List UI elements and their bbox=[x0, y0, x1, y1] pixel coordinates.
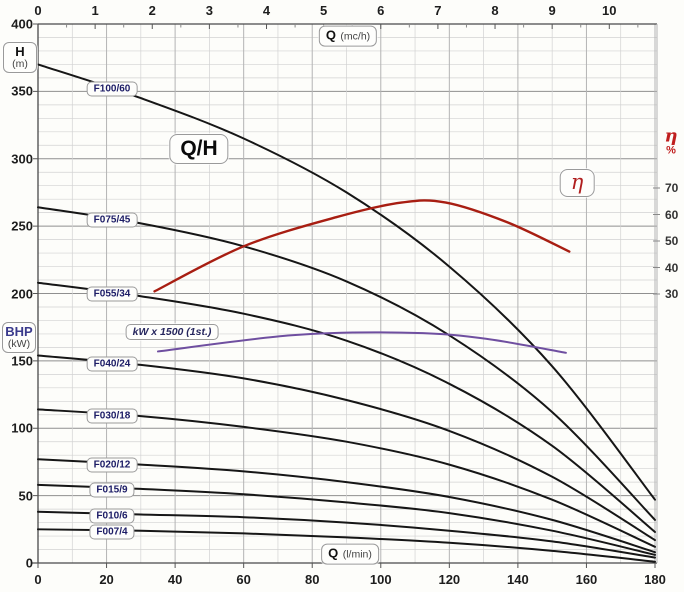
pump-curve-f020-12 bbox=[37, 458, 656, 554]
top-axis-tick: 9 bbox=[548, 3, 556, 18]
top-axis-tick: 1 bbox=[91, 3, 99, 18]
right-axis-tick: 60 bbox=[665, 207, 679, 222]
top-axis-tick: 4 bbox=[262, 3, 271, 18]
right-axis-title: η % bbox=[664, 125, 678, 157]
bottom-axis-title: Q (l/min) bbox=[321, 543, 379, 565]
power-curve bbox=[156, 331, 567, 354]
pump-curve-f055-34 bbox=[37, 281, 656, 533]
bottom-axis-q-unit: (l/min) bbox=[342, 548, 372, 561]
pump-label-f030-18: F030/18 bbox=[86, 408, 138, 424]
pump-curve-f007-4 bbox=[37, 528, 656, 563]
left-axis-tick: 300 bbox=[11, 151, 33, 167]
bottom-axis-tick: 140 bbox=[507, 572, 529, 587]
pump-curve-f040-24 bbox=[37, 354, 656, 542]
power-curve-label: kW x 1500 (1st.) bbox=[125, 324, 219, 340]
pump-curve-f100-60 bbox=[37, 63, 656, 501]
efficiency-curve-label: η bbox=[559, 169, 595, 197]
pump-label-f100-60: F100/60 bbox=[86, 81, 138, 97]
top-axis-tick: 7 bbox=[434, 3, 442, 18]
left-axis-title-head: H (m) bbox=[3, 42, 37, 73]
left-axis-tick: 150 bbox=[11, 353, 33, 369]
top-axis-tick: 8 bbox=[491, 3, 499, 18]
top-axis-q-unit: (mc/h) bbox=[340, 30, 371, 43]
bottom-axis-tick: 100 bbox=[369, 572, 392, 587]
top-axis-tick: 3 bbox=[205, 3, 213, 18]
bottom-axis-tick: 40 bbox=[167, 572, 183, 587]
right-axis-tick: 30 bbox=[665, 287, 679, 301]
top-axis-tick: 6 bbox=[377, 3, 385, 18]
bottom-axis-tick: 180 bbox=[644, 572, 666, 587]
top-axis-tick: 10 bbox=[602, 3, 617, 18]
bottom-axis-tick: 160 bbox=[575, 572, 598, 587]
bottom-axis-tick: 80 bbox=[304, 572, 320, 587]
bottom-axis-tick: 120 bbox=[438, 572, 461, 587]
pump-label-f075-45: F075/45 bbox=[86, 212, 138, 228]
bottom-axis-tick: 0 bbox=[34, 572, 42, 587]
left-axis-bhp-label: BHP bbox=[5, 324, 33, 339]
right-axis-eta-unit: % bbox=[666, 144, 676, 157]
right-axis-eta-symbol: η bbox=[664, 125, 678, 147]
pump-label-f010-6: F010/6 bbox=[89, 508, 135, 524]
bottom-axis-tick: 20 bbox=[99, 572, 114, 587]
left-axis-tick: 250 bbox=[11, 218, 33, 234]
top-axis-tick: 5 bbox=[320, 3, 328, 18]
left-axis-tick: 400 bbox=[11, 16, 33, 32]
pump-label-f055-34: F055/34 bbox=[86, 286, 138, 302]
pump-label-f015-9: F015/9 bbox=[89, 482, 135, 498]
right-axis-tick: 70 bbox=[665, 181, 679, 195]
left-axis-tick: 350 bbox=[11, 83, 33, 99]
left-axis-tick: 50 bbox=[18, 488, 33, 504]
left-axis-h-unit: (m) bbox=[12, 57, 28, 70]
pump-label-f040-24: F040/24 bbox=[86, 356, 138, 372]
pump-curve-f010-6 bbox=[37, 510, 656, 559]
pump-curve-f030-18 bbox=[37, 408, 656, 548]
top-axis-tick: 0 bbox=[34, 3, 42, 18]
left-axis-title-power: BHP (kW) bbox=[2, 322, 36, 353]
left-axis-tick: 0 bbox=[25, 555, 33, 571]
pump-curve-f075-45 bbox=[37, 206, 656, 521]
efficiency-curve bbox=[153, 199, 571, 293]
bottom-axis-q-label: Q bbox=[328, 545, 339, 561]
left-axis-bhp-unit: (kW) bbox=[7, 337, 31, 350]
top-axis-q-label: Q bbox=[325, 27, 336, 43]
top-axis-title: Q (mc/h) bbox=[318, 25, 378, 47]
right-axis-tick: 50 bbox=[665, 234, 679, 248]
bottom-axis-tick: 60 bbox=[236, 572, 251, 587]
left-axis-h-label: H bbox=[15, 44, 25, 59]
left-axis-tick: 100 bbox=[11, 420, 33, 436]
top-axis-tick: 2 bbox=[148, 3, 156, 18]
chart-title-qh: Q/H bbox=[169, 134, 229, 164]
pump-label-f007-4: F007/4 bbox=[89, 524, 135, 540]
pump-label-f020-12: F020/12 bbox=[86, 457, 138, 473]
left-axis-tick: 200 bbox=[11, 286, 33, 301]
pump-curve-f015-9 bbox=[37, 483, 656, 556]
right-axis-tick: 40 bbox=[665, 260, 679, 275]
